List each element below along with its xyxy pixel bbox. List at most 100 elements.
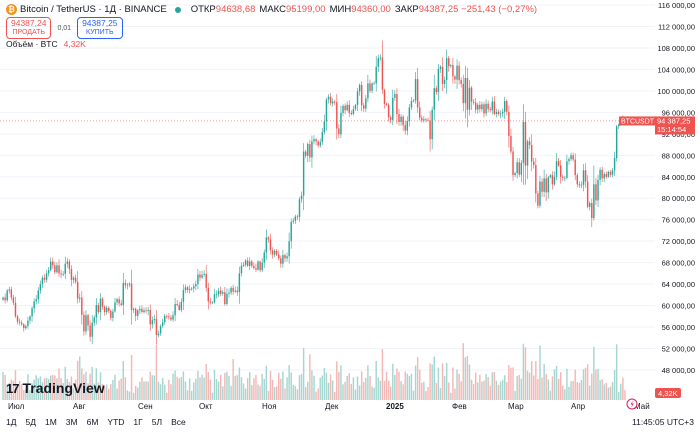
candle-body [342,105,344,113]
candle-body [435,88,438,92]
period-button[interactable]: 5Д [25,417,36,427]
candle-body [255,268,257,270]
candle-body [313,139,315,142]
volume-bar [466,355,469,400]
period-button[interactable]: 1М [44,417,57,427]
volume-bar [47,379,50,400]
volume-bar [224,372,226,400]
candle-body [128,283,131,285]
volume-bar [265,365,268,400]
volume-bar [14,370,17,400]
volume-bar [64,366,66,400]
volume-bar [62,383,64,400]
candle-body [437,68,440,92]
candle-body [472,101,475,103]
alert-icon[interactable] [626,398,638,410]
volume-bar [6,383,8,400]
last-price-symbol: BTCUSDT [621,118,655,125]
period-button[interactable]: YTD [107,417,125,427]
candlestick-series[interactable] [2,40,626,345]
candle-body [375,66,377,84]
candle-body [10,289,13,298]
candle-body [535,164,537,194]
tradingview-logo[interactable]: 17 TradingView [6,380,105,396]
volume-bar [402,384,404,400]
volume-bar [514,390,516,400]
candle-body [62,273,64,275]
volume-bar [10,379,13,400]
candle-body [132,308,135,310]
volume-bar [321,375,324,400]
volume-bar [462,343,464,400]
period-button[interactable]: 5Л [151,417,163,427]
price-tick-label: 60 000,00 [662,302,695,311]
volume-bar [499,381,502,400]
time-axis[interactable]: Июл Авг Сен Окт Ноя Дек 2025 Фев Мар Апр Май [8,402,650,411]
candle-body [298,199,301,218]
candle-body [512,151,514,176]
price-axis[interactable]: 116 000,00 112 000,00 108 000,00 104 000,00… [657,1,695,375]
candle-body [526,141,529,166]
volume-bar [180,377,183,400]
volume-bar [151,375,154,400]
volume-bar [182,371,185,400]
period-button[interactable]: Все [171,417,186,427]
volume-bar [331,380,334,400]
candle-body [501,111,504,114]
volume-legend[interactable]: Объём · BTC 4,32K [6,39,86,49]
volume-bar [346,375,348,400]
volume-bar [423,381,425,400]
period-button[interactable]: 6М [86,417,99,427]
volume-bar [317,388,319,400]
volume-bar [170,384,172,400]
volume-bar [340,365,342,400]
candle-body [373,83,375,85]
time-tick-label: Фев [452,402,467,411]
volume-bar [512,367,514,400]
volume-bar [547,379,549,400]
candle-body [439,66,442,69]
candle-body [74,277,77,282]
candle-body [251,261,253,266]
candle-body [14,302,17,317]
period-button[interactable]: 1Г [133,417,143,427]
candle-body [110,310,112,318]
volume-bar [501,379,504,400]
volume-bar [555,366,558,400]
volume-bar [427,387,429,400]
chart-grid [0,4,655,371]
candle-body [543,178,545,192]
candle-body [568,159,570,162]
volume-bar [246,378,249,400]
volume-bar [398,371,400,400]
volume-bar [520,378,523,400]
candle-body [358,84,361,92]
candle-body [584,170,587,182]
sell-label: ПРОДАТЬ [12,29,46,36]
candle-body [553,176,556,185]
volume-bar [286,377,288,400]
volume-bar [267,390,270,400]
ohlc-key: ЗАКР [394,4,419,15]
volume-bar [37,378,40,400]
symbol-legend[interactable]: ₿ Bitcoin / TetherUS · 1Д · BINANCE ОТКР… [6,4,537,15]
clock[interactable]: 11:45:05 UTC+3 [632,417,694,427]
period-button[interactable]: 1Д [6,417,17,427]
candle-body [39,284,42,291]
candle-body [334,101,336,103]
volume-bar [559,372,562,400]
candle-body [304,151,307,156]
volume-bar [296,389,299,400]
period-button[interactable]: 3М [65,417,78,427]
candle-body [377,58,379,67]
candle-body [6,290,8,301]
volume-bar [497,384,500,400]
volume-bar [315,391,317,400]
volume-bar [222,386,224,400]
symbol-title[interactable]: Bitcoin / TetherUS · 1Д · BINANCE [20,4,167,15]
volume-bar [226,371,228,400]
trade-buttons: 94387,24 ПРОДАТЬ 0,01 94387,25 КУПИТЬ [6,17,123,39]
sell-button[interactable]: 94387,24 ПРОДАТЬ [6,17,52,39]
buy-button[interactable]: 94387,25 КУПИТЬ [77,17,123,39]
